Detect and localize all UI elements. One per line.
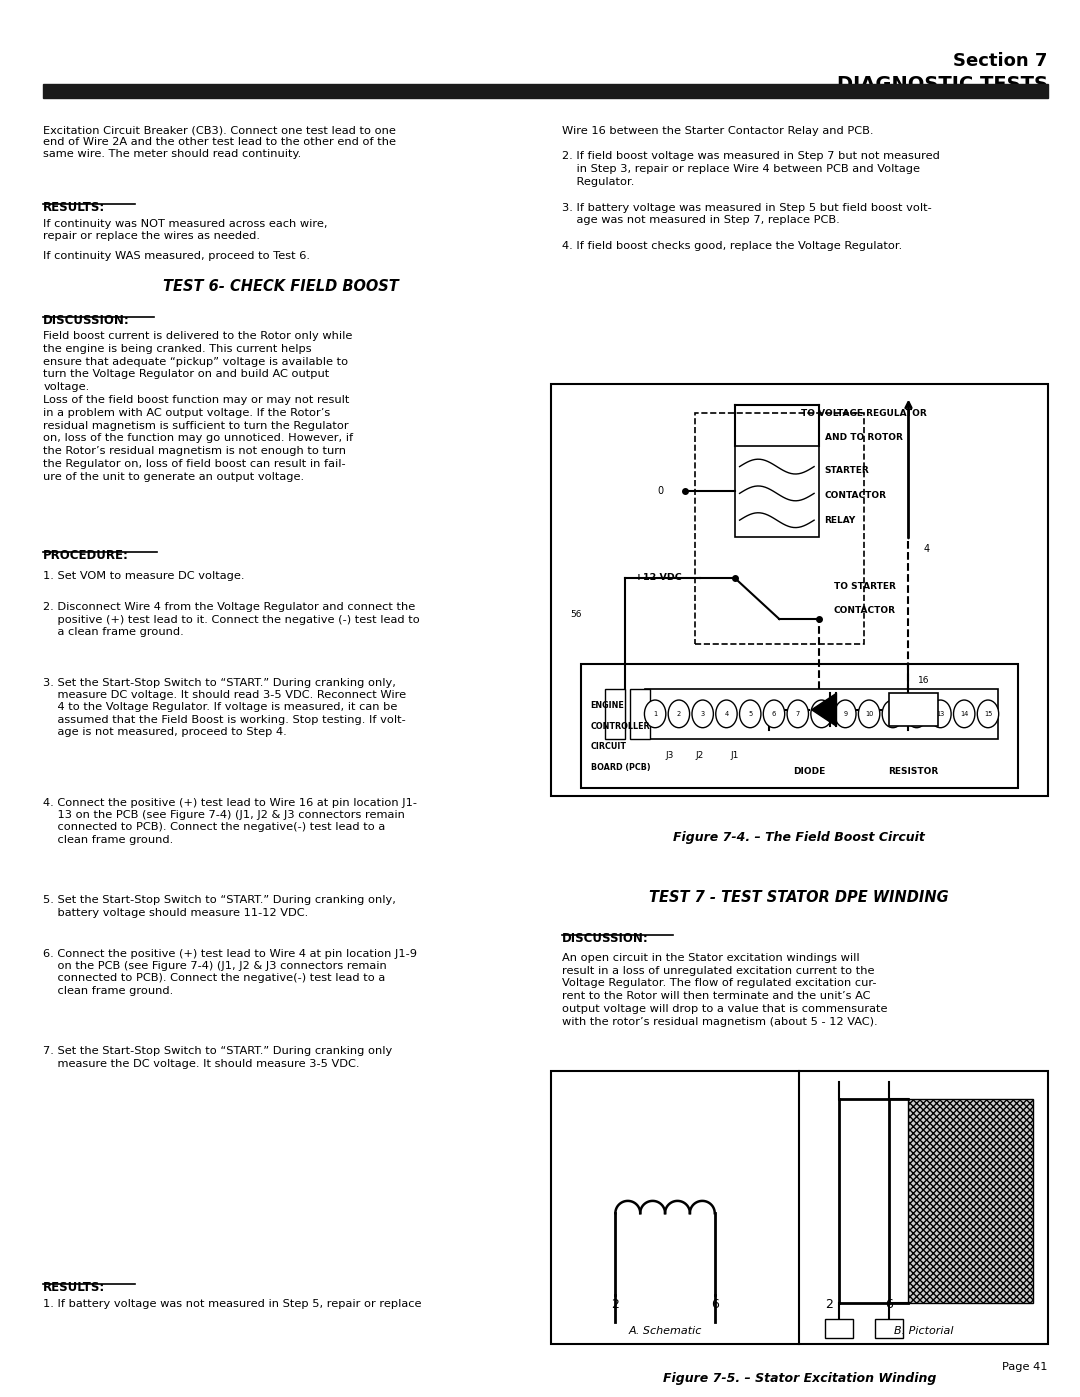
Circle shape	[930, 700, 951, 728]
Text: STARTER: STARTER	[824, 467, 868, 475]
Text: 5. Set the Start-Stop Switch to “START.” During cranking only,
    battery volta: 5. Set the Start-Stop Switch to “START.”…	[43, 895, 396, 918]
Text: 16: 16	[918, 676, 930, 686]
Text: RESULTS:: RESULTS:	[43, 201, 106, 214]
Text: +12 VDC: +12 VDC	[635, 573, 681, 583]
Text: 1. Set VOM to measure DC voltage.: 1. Set VOM to measure DC voltage.	[43, 571, 245, 581]
Bar	[43, 84, 1048, 98]
Text: CONTROLLER: CONTROLLER	[591, 722, 650, 731]
Circle shape	[645, 700, 666, 728]
Text: If continuity WAS measured, proceed to Test 6.: If continuity WAS measured, proceed to T…	[43, 251, 310, 261]
Text: RESULTS:: RESULTS:	[43, 1281, 106, 1294]
Circle shape	[906, 700, 928, 728]
Circle shape	[835, 700, 856, 728]
Bar	[645, 689, 998, 739]
FancyBboxPatch shape	[551, 384, 1048, 796]
Text: 1: 1	[653, 711, 658, 717]
Text: BOARD (PCB): BOARD (PCB)	[591, 763, 650, 773]
Text: RESISTOR: RESISTOR	[889, 767, 939, 777]
Text: Section 7: Section 7	[954, 52, 1048, 70]
Circle shape	[787, 700, 809, 728]
Circle shape	[882, 700, 904, 728]
Text: 8: 8	[820, 711, 824, 717]
Text: TEST 7 - TEST STATOR DPE WINDING: TEST 7 - TEST STATOR DPE WINDING	[649, 890, 949, 905]
Text: DISCUSSION:: DISCUSSION:	[562, 932, 648, 944]
Text: 10: 10	[865, 711, 874, 717]
Text: 2: 2	[611, 1298, 619, 1310]
Text: 15: 15	[984, 711, 993, 717]
Text: 9: 9	[843, 711, 848, 717]
Text: 6: 6	[772, 711, 777, 717]
Text: AND TO ROTOR: AND TO ROTOR	[825, 433, 903, 443]
Text: TO VOLTAGE REGULATOR: TO VOLTAGE REGULATOR	[801, 408, 927, 418]
Circle shape	[954, 700, 975, 728]
Text: 2. Disconnect Wire 4 from the Voltage Regulator and connect the
    positive (+): 2. Disconnect Wire 4 from the Voltage Re…	[43, 602, 420, 637]
Text: 7: 7	[796, 711, 800, 717]
Text: PROCEDURE:: PROCEDURE:	[43, 549, 130, 562]
Text: An open circuit in the Stator excitation windings will
result in a loss of unreg: An open circuit in the Stator excitation…	[562, 953, 887, 1027]
Text: Figure 7-4. – The Field Boost Circuit: Figure 7-4. – The Field Boost Circuit	[673, 831, 926, 844]
Text: 0: 0	[657, 486, 663, 496]
Text: CIRCUIT: CIRCUIT	[591, 742, 626, 752]
Text: 2: 2	[677, 711, 681, 717]
Bar	[551, 1071, 1048, 1344]
Bar	[581, 665, 1017, 788]
Bar	[694, 414, 864, 644]
Text: Figure 7-5. – Stator Excitation Winding: Figure 7-5. – Stator Excitation Winding	[662, 1372, 936, 1384]
Bar	[631, 689, 650, 739]
Text: DISCUSSION:: DISCUSSION:	[43, 314, 130, 327]
Circle shape	[740, 700, 761, 728]
Text: 56: 56	[570, 610, 582, 619]
Bar	[875, 1319, 903, 1338]
Text: 4. Connect the positive (+) test lead to Wire 16 at pin location J1-
    13 on t: 4. Connect the positive (+) test lead to…	[43, 798, 417, 845]
Text: 7. Set the Start-Stop Switch to “START.” During cranking only
    measure the DC: 7. Set the Start-Stop Switch to “START.”…	[43, 1046, 392, 1069]
Text: 4: 4	[923, 543, 930, 555]
Text: 14: 14	[960, 711, 969, 717]
Text: If continuity was NOT measured across each wire,
repair or replace the wires as : If continuity was NOT measured across ea…	[43, 219, 327, 240]
Text: 6. Connect the positive (+) test lead to Wire 4 at pin location J1-9
    on the : 6. Connect the positive (+) test lead to…	[43, 949, 417, 996]
Text: Page 41: Page 41	[1002, 1362, 1048, 1372]
Text: B. Pictorial: B. Pictorial	[893, 1326, 954, 1336]
Bar	[606, 689, 625, 739]
Bar	[908, 1098, 1032, 1303]
Text: DIAGNOSTIC TESTS: DIAGNOSTIC TESTS	[837, 75, 1048, 95]
Text: Wire 16 between the Starter Contactor Relay and PCB.

2. If field boost voltage : Wire 16 between the Starter Contactor Re…	[562, 126, 940, 251]
Text: J3: J3	[666, 750, 674, 760]
Polygon shape	[812, 693, 837, 726]
Text: DIODE: DIODE	[793, 767, 825, 777]
Bar	[734, 446, 819, 536]
Circle shape	[764, 700, 785, 728]
Text: CONTACTOR: CONTACTOR	[834, 606, 896, 615]
Text: Field boost current is delivered to the Rotor only while
the engine is being cra: Field boost current is delivered to the …	[43, 331, 353, 482]
Text: 4: 4	[725, 711, 729, 717]
Text: 12: 12	[913, 711, 921, 717]
Text: RELAY: RELAY	[824, 515, 855, 525]
Text: J2: J2	[696, 750, 704, 760]
Text: 5: 5	[748, 711, 753, 717]
Text: 11: 11	[889, 711, 897, 717]
Circle shape	[859, 700, 880, 728]
Text: TEST 6- CHECK FIELD BOOST: TEST 6- CHECK FIELD BOOST	[163, 279, 399, 295]
Circle shape	[669, 700, 690, 728]
Text: A. Schematic: A. Schematic	[629, 1326, 702, 1336]
Circle shape	[692, 700, 714, 728]
Text: 3: 3	[701, 711, 705, 717]
Text: ENGINE: ENGINE	[591, 701, 624, 710]
Bar	[825, 1319, 853, 1338]
Text: 3. Set the Start-Stop Switch to “START.” During cranking only,
    measure DC vo: 3. Set the Start-Stop Switch to “START.”…	[43, 678, 406, 738]
Text: 1. If battery voltage was not measured in Step 5, repair or replace: 1. If battery voltage was not measured i…	[43, 1299, 421, 1309]
Circle shape	[811, 700, 833, 728]
Text: TO STARTER: TO STARTER	[834, 581, 895, 591]
Text: 6: 6	[885, 1298, 892, 1310]
Text: 2: 2	[825, 1298, 833, 1310]
Text: J1: J1	[730, 750, 739, 760]
Circle shape	[977, 700, 999, 728]
Circle shape	[716, 700, 738, 728]
Text: 6: 6	[711, 1298, 718, 1310]
Text: Excitation Circuit Breaker (CB3). Connect one test lead to one
end of Wire 2A an: Excitation Circuit Breaker (CB3). Connec…	[43, 126, 396, 159]
Text: 13: 13	[936, 711, 945, 717]
Bar	[889, 693, 939, 726]
Text: CONTACTOR: CONTACTOR	[824, 490, 886, 500]
